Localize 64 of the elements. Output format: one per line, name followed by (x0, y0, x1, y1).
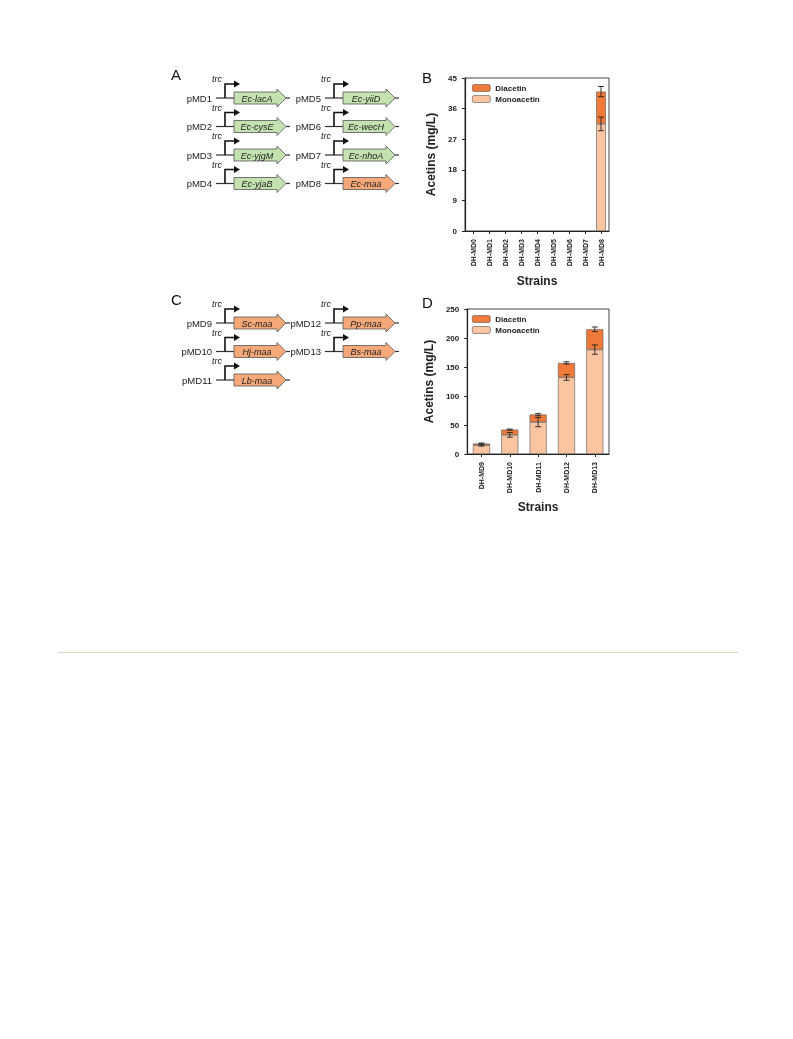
text: pMD2 (186, 121, 212, 132)
text: Lb-maa (241, 375, 273, 386)
text: Ec-cysE (240, 122, 275, 132)
text: pMD12 (290, 317, 321, 329)
text: trc (212, 159, 223, 170)
text: trc (212, 74, 223, 84)
text: Bs-maa (350, 347, 382, 357)
text: trc (212, 299, 223, 309)
legend-label: Diacetin (495, 83, 527, 93)
text: pMD3 (186, 149, 212, 161)
text: pMD6 (295, 121, 321, 132)
legend-label: Monoacetin (495, 325, 540, 335)
legend-label: Diacetin (495, 314, 527, 324)
legend-label: Monoacetin (495, 94, 540, 104)
text: trc (212, 356, 223, 366)
text: trc (212, 327, 223, 338)
y-tick-label: 18 (448, 165, 458, 175)
text: pMD5 (295, 92, 321, 104)
y-tick-label: 27 (448, 134, 458, 144)
text: Pp-maa (350, 318, 382, 329)
text: Ec-maa (350, 179, 382, 189)
text: pMD9 (186, 317, 212, 329)
text: pMD11 (182, 374, 212, 386)
y-tick-label: 36 (448, 104, 458, 114)
chart-title: D (422, 294, 433, 311)
y-axis-title: Acetins (mg/L) (424, 112, 439, 197)
y-tick-label: 250 (445, 304, 460, 314)
text: trc (321, 131, 332, 141)
x-axis-title: Strains (516, 274, 558, 288)
text: Ec-yiiD (351, 93, 381, 104)
text: trc (321, 299, 332, 309)
y-tick-label: 100 (445, 391, 460, 401)
text: trc (321, 74, 332, 84)
text: Ec-lacA (241, 93, 273, 104)
text: pMD4 (186, 178, 212, 189)
text: pMD7 (295, 149, 321, 161)
chart-title: B (422, 69, 433, 86)
text: trc (321, 159, 332, 170)
text: Ec-yjgM (240, 150, 274, 161)
text: pMD10 (181, 346, 212, 357)
text: Sc-maa (241, 318, 273, 329)
y-tick-label: 0 (454, 449, 460, 459)
text: C (171, 291, 182, 308)
text: pMD8 (295, 178, 321, 189)
y-axis-title: Acetins (mg/L) (422, 339, 436, 424)
text: trc (321, 102, 332, 113)
text: Ec-yjaB (241, 179, 273, 189)
text: A (171, 66, 182, 83)
text: Hj-maa (242, 347, 272, 357)
text: trc (212, 131, 223, 141)
text: pMD1 (186, 92, 212, 104)
text: Ec-wecH (347, 122, 385, 132)
x-axis-title: Strains (517, 500, 559, 515)
y-tick-label: 150 (445, 362, 460, 372)
y-tick-label: 9 (452, 195, 458, 205)
text: Ec-nhoA (348, 150, 384, 161)
y-tick-label: 45 (448, 73, 458, 83)
text: trc (321, 327, 332, 338)
y-tick-label: 200 (445, 333, 460, 343)
text: trc (212, 102, 223, 113)
y-tick-label: 0 (452, 226, 458, 236)
text: pMD13 (290, 346, 321, 357)
bar (472, 445, 490, 454)
y-tick-label: 50 (450, 420, 460, 430)
